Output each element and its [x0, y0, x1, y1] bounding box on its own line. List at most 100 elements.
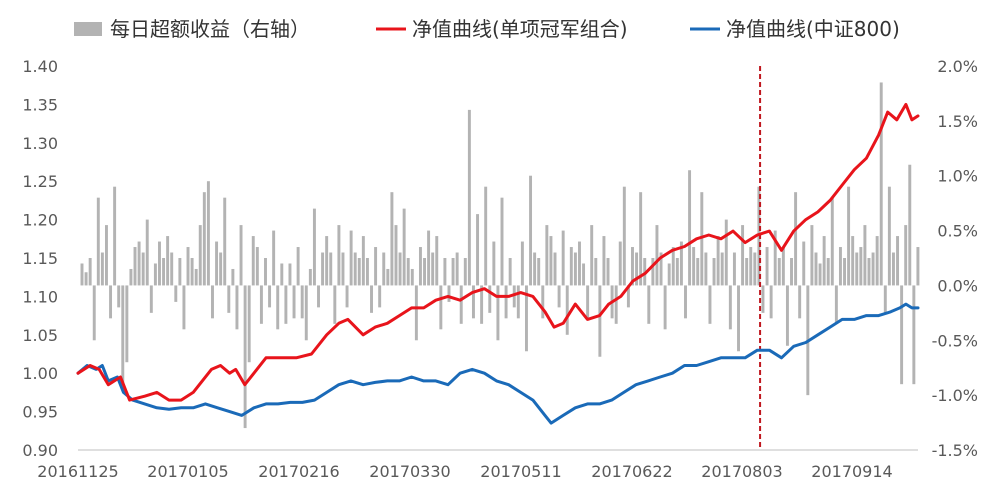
excess-return-bar — [235, 285, 239, 330]
x-axis: 20161125 20170105 20170216 20170330 20170511… — [37, 462, 892, 481]
y-left-tick-label: 1.20 — [22, 211, 58, 230]
y-right-tick-label: -1.5% — [932, 441, 978, 460]
excess-return-bar — [879, 82, 883, 286]
excess-return-bar — [912, 285, 916, 385]
excess-return-bar — [431, 252, 435, 286]
excess-return-bar — [578, 241, 581, 286]
excess-return-bar — [357, 258, 361, 286]
excess-return-bar — [129, 268, 133, 286]
excess-return-bar — [268, 285, 272, 308]
excess-return-bar — [80, 263, 84, 286]
excess-return-bar — [639, 192, 643, 286]
y-right-tick-label: 1.5% — [937, 112, 978, 131]
excess-return-bar — [606, 258, 610, 286]
excess-return-bar — [137, 241, 141, 286]
excess-return-bar — [284, 285, 288, 324]
excess-return-bar — [863, 225, 867, 286]
excess-return-bar — [794, 192, 798, 286]
excess-return-bar — [345, 285, 349, 308]
excess-return-bar — [370, 285, 373, 313]
y-right-tick-label: -0.5% — [932, 331, 978, 350]
excess-return-bar — [145, 219, 149, 286]
excess-return-bar — [447, 285, 451, 302]
excess-return-bar — [84, 272, 88, 286]
excess-return-bar — [582, 263, 586, 286]
excess-return-bar — [488, 285, 492, 313]
excess-return-bar — [451, 258, 455, 286]
excess-return-bar — [158, 241, 161, 286]
excess-return-bar — [390, 192, 394, 286]
excess-return-bar — [467, 109, 471, 286]
excess-return-bar — [215, 241, 219, 286]
excess-return-bar — [626, 285, 630, 308]
excess-return-bar — [732, 252, 736, 286]
excess-return-bar — [141, 252, 145, 286]
excess-return-bar — [843, 258, 846, 286]
excess-return-bar — [830, 197, 834, 286]
excess-return-bar — [692, 247, 696, 286]
excess-return-bar — [308, 268, 312, 286]
excess-return-bar — [243, 285, 247, 429]
y-right-tick-label: 1.0% — [937, 167, 978, 186]
excess-return-bar — [166, 236, 170, 286]
excess-return-bar — [418, 247, 422, 286]
excess-return-bar — [814, 252, 818, 286]
excess-return-bar — [565, 285, 569, 335]
excess-return-bar — [745, 258, 749, 286]
excess-return-bar — [696, 258, 700, 286]
excess-return-bar — [561, 230, 565, 286]
y-left-tick-label: 1.30 — [22, 134, 58, 153]
y-right-tick-label: 0.0% — [937, 276, 978, 295]
excess-return-bar — [435, 236, 439, 286]
excess-return-bar — [887, 186, 891, 286]
excess-return-bar — [537, 258, 541, 286]
excess-return-bar — [231, 268, 235, 286]
excess-return-bar — [785, 285, 789, 346]
y-left-tick-label: 1.00 — [22, 364, 58, 383]
excess-return-bar — [329, 252, 333, 286]
excess-return-bar — [883, 285, 887, 313]
excess-return-bar — [798, 285, 802, 319]
excess-return-bar — [602, 236, 606, 286]
excess-return-bar — [761, 285, 765, 313]
excess-return-bar — [496, 285, 500, 341]
excess-return-bar — [382, 252, 386, 286]
excess-return-bar — [741, 225, 745, 286]
excess-return-bar — [622, 186, 626, 286]
excess-return-bar — [480, 285, 484, 324]
excess-return-bar — [504, 285, 508, 319]
excess-return-bar — [679, 241, 683, 286]
excess-return-bar — [671, 247, 675, 286]
excess-return-bar — [105, 225, 108, 286]
excess-return-bar — [386, 268, 390, 286]
y-right-tick-label: -1.0% — [932, 386, 978, 405]
excess-return-bar — [777, 258, 781, 286]
excess-return-bar — [700, 192, 704, 286]
excess-return-bar — [300, 285, 304, 319]
excess-return-bar — [867, 258, 871, 286]
excess-return-bar — [170, 252, 174, 286]
excess-return-bar — [227, 285, 231, 313]
excess-return-bar — [337, 225, 341, 286]
legend-swatch-bar — [74, 22, 102, 36]
excess-return-bar — [541, 285, 545, 319]
y-left-tick-label: 1.40 — [22, 57, 58, 76]
y-axis-left: 0.90 0.95 1.00 1.05 1.10 1.15 1.20 1.25 1.30 1.35… — [22, 57, 58, 460]
excess-return-bar — [684, 285, 687, 319]
excess-return-bar — [900, 285, 904, 385]
excess-return-bar — [304, 285, 308, 341]
excess-return-bar — [569, 247, 573, 286]
x-tick-label: 20170511 — [480, 462, 561, 481]
excess-return-bar — [247, 285, 251, 363]
excess-return-bar — [312, 208, 316, 286]
excess-return-bar — [826, 258, 830, 286]
excess-return-bar — [773, 230, 777, 286]
excess-return-bar — [463, 258, 467, 286]
nav-line-csi800 — [76, 302, 920, 425]
excess-return-bar — [398, 252, 402, 286]
excess-return-bar — [288, 263, 292, 286]
excess-return-bar — [508, 258, 512, 286]
excess-return-bar — [113, 186, 117, 286]
excess-return-bar — [500, 197, 504, 286]
